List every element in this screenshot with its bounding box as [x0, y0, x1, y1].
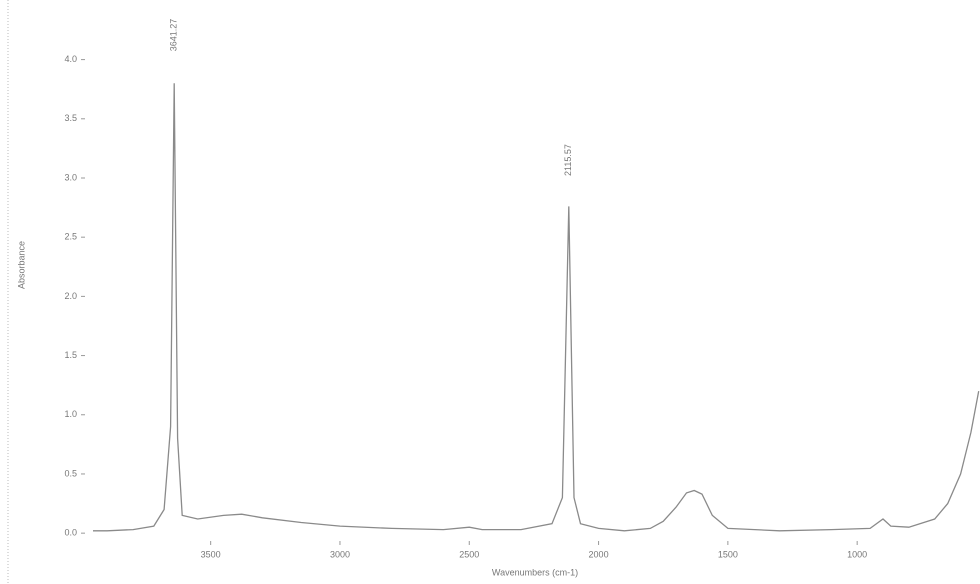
y-tick-label: 0.5	[64, 468, 77, 478]
x-tick-label: 3000	[330, 549, 350, 559]
y-tick-label: 2.0	[64, 291, 77, 301]
x-tick-label: 1000	[847, 549, 867, 559]
peak-label: 2115.57	[563, 144, 573, 176]
y-tick-label: 3.0	[64, 172, 77, 182]
x-axis-title: Wavenumbers (cm-1)	[492, 567, 578, 577]
x-tick-label: 1500	[718, 549, 738, 559]
y-tick-label: 1.0	[64, 409, 77, 419]
y-tick-label: 4.0	[64, 54, 77, 64]
y-axis-title: Absorbance	[16, 241, 26, 289]
peak-label: 3641.27	[169, 19, 179, 52]
x-tick-label: 2500	[459, 549, 479, 559]
spectrum-line	[93, 83, 980, 532]
x-tick-label: 3500	[201, 549, 221, 559]
y-tick-label: 1.5	[64, 350, 77, 360]
y-tick-label: 2.5	[64, 232, 77, 242]
x-tick-label: 2000	[589, 549, 609, 559]
y-tick-label: 0.0	[64, 528, 77, 538]
y-tick-label: 3.5	[64, 113, 77, 123]
